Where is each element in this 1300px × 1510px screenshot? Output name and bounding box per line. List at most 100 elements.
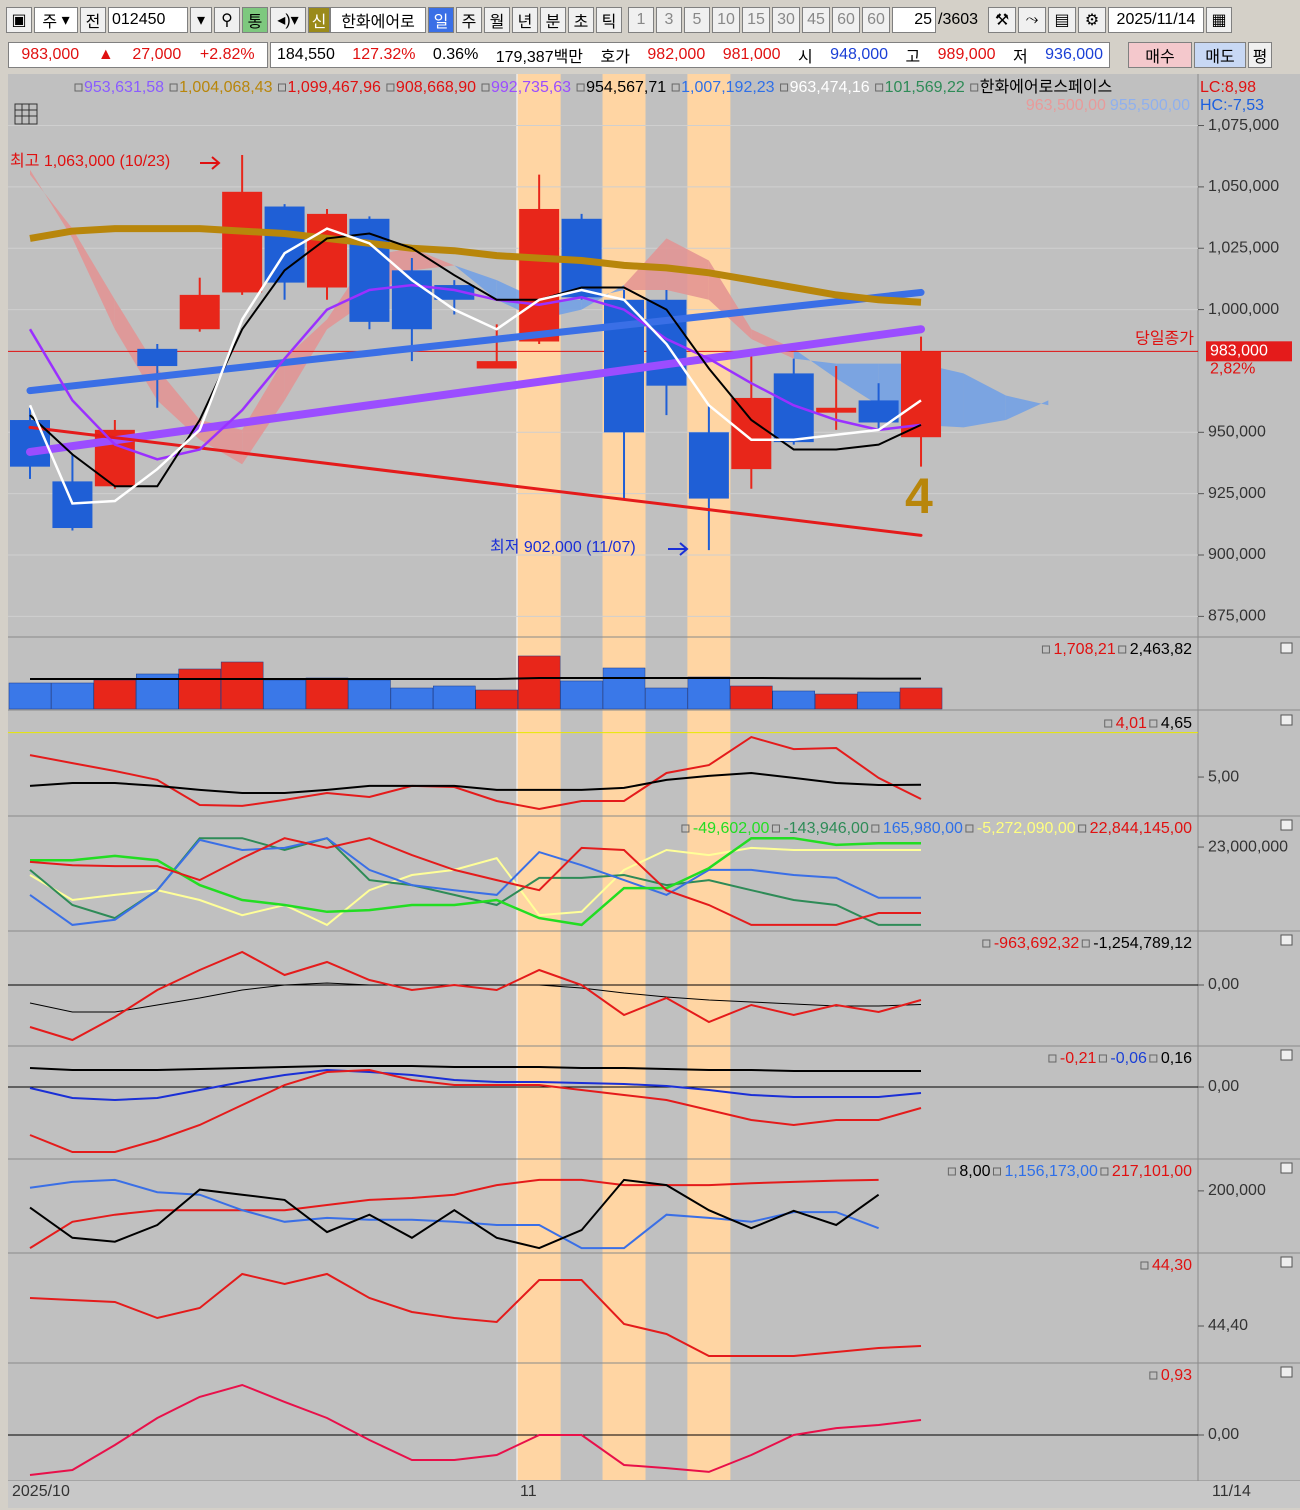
minute-button[interactable]: 45	[802, 7, 830, 33]
legend-entry: 22,844,145,00	[1090, 820, 1192, 837]
volume-bar	[220, 661, 264, 710]
arrow: ▲	[97, 46, 114, 63]
sin-button[interactable]: 신	[308, 7, 330, 33]
x-axis-label: 11/14	[1212, 1483, 1251, 1500]
bid: 981,000	[722, 46, 781, 63]
minute-button[interactable]: 60	[832, 7, 860, 33]
prev-button[interactable]: 전	[80, 7, 106, 33]
grid-icon-lines	[15, 104, 37, 124]
ask: 982,000	[647, 46, 706, 63]
low: 936,000	[1045, 46, 1103, 63]
period-button[interactable]: 년	[512, 7, 538, 33]
legend-entry: 953,631,58	[84, 79, 164, 96]
settings-icon[interactable]: ⚙	[1078, 7, 1106, 33]
candle-body	[561, 218, 602, 298]
legend-entry: 1,708,21	[1053, 641, 1115, 658]
legend-entry: -963,692,32	[994, 935, 1080, 952]
legend-entry: 101,569,22	[885, 79, 965, 96]
sound-button[interactable]: ◂)▾	[270, 7, 306, 33]
legend-entry: 한화에어로스페이스	[980, 78, 1112, 96]
legend-entry: 908,668,90	[396, 79, 476, 96]
legend-marker	[576, 83, 585, 92]
legend-entry: 4,65	[1161, 715, 1192, 732]
market-select[interactable]: 주 ▾	[34, 7, 78, 33]
cloud-segment	[751, 329, 794, 359]
legend-marker	[1048, 1054, 1057, 1063]
minute-button[interactable]: 10	[712, 7, 740, 33]
legend-marker	[875, 83, 884, 92]
candle-body	[731, 397, 772, 470]
cloud-segment	[878, 363, 922, 425]
volume-ma	[30, 677, 921, 680]
period-button[interactable]: 틱	[596, 7, 622, 33]
legend-marker	[386, 83, 395, 92]
period-button[interactable]: 분	[540, 7, 566, 33]
chart-background	[8, 74, 1300, 1508]
ma-line	[28, 283, 922, 461]
tong-button[interactable]: 통	[242, 7, 268, 33]
y-tick-label: 925,000	[1208, 485, 1266, 502]
code-input[interactable]: 012450	[108, 7, 188, 33]
minute-button[interactable]: 60	[862, 7, 890, 33]
period-button[interactable]: 초	[568, 7, 594, 33]
cloud-segment	[666, 238, 709, 300]
y-tick-label: 44,40	[1208, 1317, 1248, 1334]
code-dropdown[interactable]: ▾	[190, 7, 212, 33]
menu-icon[interactable]: ▣	[6, 7, 32, 33]
volume-bar	[51, 682, 94, 710]
cloud-segment	[963, 373, 1006, 428]
close-panel-button	[1280, 819, 1293, 831]
calendar-icon[interactable]: ▦	[1206, 7, 1232, 33]
cloud-segment	[242, 358, 285, 465]
sell-button[interactable]: 매도	[1194, 42, 1246, 68]
y-tick-label: 23,000,000	[1208, 838, 1288, 855]
legend-marker	[965, 824, 974, 833]
legend-marker	[1118, 645, 1127, 654]
minute-button[interactable]: 30	[772, 7, 800, 33]
avg-button[interactable]: 평	[1248, 42, 1272, 68]
legend-entry: -0,06	[1110, 1050, 1147, 1067]
save-icon[interactable]: ▤	[1048, 7, 1076, 33]
legend-marker	[74, 83, 83, 92]
volume-bar	[136, 673, 179, 710]
close-panel-button	[1280, 934, 1293, 946]
legend-marker	[771, 824, 780, 833]
minute-button[interactable]: 5	[684, 7, 710, 33]
buy-button[interactable]: 매수	[1128, 42, 1192, 68]
minute-button[interactable]: 1	[628, 7, 654, 33]
tool-icon[interactable]: ⚒	[988, 7, 1016, 33]
legend-marker	[1100, 1167, 1109, 1176]
minute-button[interactable]: 15	[742, 7, 770, 33]
indicator-line	[29, 1178, 879, 1250]
tool-icon[interactable]: ⤳	[1018, 7, 1046, 33]
cloud-segment	[114, 299, 158, 401]
period-button[interactable]: 일	[428, 7, 454, 33]
indicator-line	[29, 982, 922, 1013]
cloud-segment	[793, 348, 837, 379]
period-button[interactable]: 주	[456, 7, 482, 33]
legend-marker	[780, 83, 789, 92]
date-input[interactable]: 2025/11/14	[1108, 7, 1204, 33]
cloud-segment	[496, 280, 540, 320]
count-input[interactable]: 25	[892, 7, 936, 33]
candle-body	[52, 481, 93, 529]
legend-entry: 217,101,00	[1112, 1163, 1192, 1180]
minute-button[interactable]: 3	[656, 7, 682, 33]
indicator-line	[29, 950, 922, 1042]
legend-entry: 0,16	[1161, 1050, 1192, 1067]
period-button[interactable]: 월	[484, 7, 510, 33]
grid-icon	[14, 103, 38, 125]
candle-body	[10, 420, 50, 467]
search-button[interactable]: ⚲	[214, 7, 240, 33]
close-panel-button	[1280, 1049, 1293, 1061]
candle-body	[391, 270, 432, 330]
y-tick-label: 1,075,000	[1208, 117, 1279, 134]
high-note: 최고 1,063,000 (10/23)	[10, 152, 170, 170]
cloud-segment	[72, 228, 115, 330]
rate: +2.82%	[199, 46, 255, 63]
indicator-line	[29, 736, 922, 811]
close-panel-button	[1280, 714, 1293, 726]
volume-bar	[263, 679, 306, 710]
